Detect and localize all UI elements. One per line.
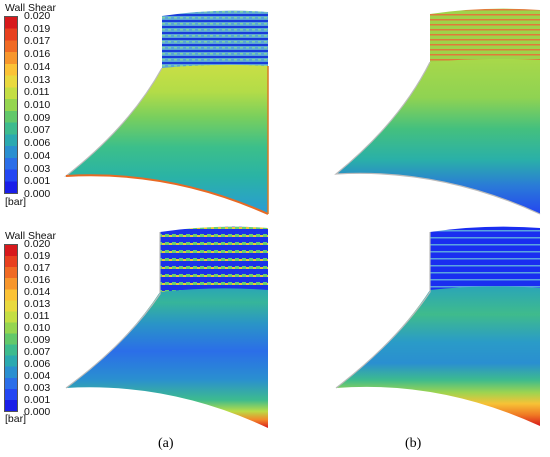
contour-plot-top-left [60, 8, 280, 220]
legend-tick-label: 0.003 [24, 382, 51, 394]
legend-tick-label: 0.010 [24, 99, 51, 111]
legend-tick-label: 0.017 [24, 35, 51, 48]
legend-tick-label: 0.010 [24, 322, 51, 334]
legend-tick-label: 0.019 [24, 250, 51, 262]
legend-tick-label: 0.016 [24, 48, 51, 61]
legend-tick-label: 0.006 [24, 137, 51, 150]
colorbar-legend-bottom: Wall Shear 0.020 0.019 0.017 0.016 0.014 0.01… [4, 230, 64, 430]
legend-tick-label: 0.014 [24, 60, 51, 73]
legend-tick-label: 0.004 [24, 370, 51, 382]
legend-tick-label: 0.000 [24, 406, 51, 418]
caption-b: (b) [405, 436, 422, 451]
legend-tick-label: 0.020 [24, 10, 51, 22]
colorbar [4, 244, 18, 412]
legend-unit: [bar] [5, 196, 27, 208]
legend-tick-label: 0.007 [24, 124, 51, 137]
legend-tick-label: 0.016 [24, 274, 51, 286]
legend-tick-label: 0.011 [24, 86, 50, 99]
contour-plot-bottom-left [60, 224, 280, 434]
legend-title: Wall Shear [5, 2, 56, 14]
legend-tick-label: 0.013 [24, 73, 51, 86]
legend-tick-label: 0.001 [24, 394, 51, 406]
legend-tick-label: 0.017 [24, 262, 51, 274]
legend-tick-label: 0.014 [24, 286, 51, 298]
legend-tick-label: 0.019 [24, 22, 51, 35]
legend-tick-label: 0.013 [24, 298, 51, 310]
legend-tick-label: 0.006 [24, 358, 51, 370]
legend-tick-label: 0.007 [24, 346, 51, 358]
colorbar-legend-top: Wall Shear 0.020 0.019 0.017 0.016 0.014 0.01… [4, 2, 64, 208]
legend-unit: [bar] [5, 413, 27, 425]
legend-title: Wall Shear [5, 230, 56, 242]
legend-tick-label: 0.001 [24, 175, 51, 188]
legend-tick-label: 0.000 [24, 188, 51, 200]
legend-tick-label: 0.009 [24, 111, 51, 124]
legend-tick-label: 0.009 [24, 334, 51, 346]
legend-tick-label: 0.020 [24, 238, 51, 250]
legend-tick-label: 0.003 [24, 162, 51, 175]
legend-tick-label: 0.004 [24, 149, 51, 162]
contour-plot-bottom-right [330, 220, 550, 432]
legend-tick-label: 0.011 [24, 310, 50, 322]
caption-a: (a) [158, 436, 174, 451]
colorbar [4, 16, 18, 194]
contour-plot-top-right [330, 4, 550, 218]
